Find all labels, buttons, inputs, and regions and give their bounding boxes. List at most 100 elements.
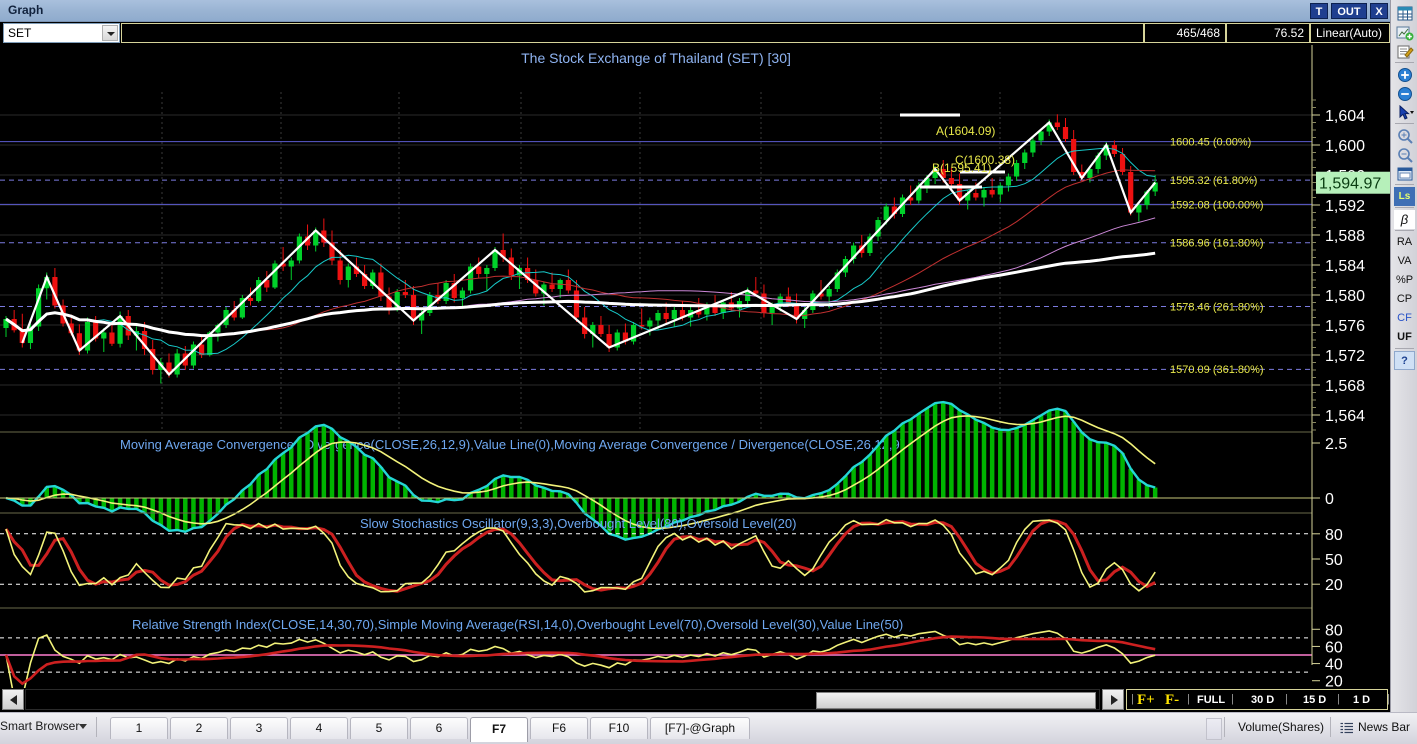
range-1d-button[interactable]: 1 D — [1353, 694, 1371, 706]
edit-note-icon[interactable] — [1394, 42, 1415, 61]
scroll-thumb[interactable] — [816, 692, 1096, 709]
symbol-select[interactable]: SET — [3, 23, 120, 43]
close-icon[interactable]: X — [1370, 3, 1388, 19]
cp-button[interactable]: CP — [1396, 293, 1413, 305]
chevron-down-icon[interactable] — [102, 25, 118, 41]
candle-body — [549, 284, 555, 289]
candle-body — [745, 290, 751, 301]
candle-body — [1046, 122, 1052, 132]
candle-body — [199, 344, 205, 355]
candle-body — [818, 293, 824, 297]
bar-count-cell: 465/468 — [1144, 23, 1226, 43]
point-a-label: A(1604.09) — [936, 124, 995, 138]
candle-body — [101, 332, 107, 339]
uf-button[interactable]: UF — [1397, 331, 1412, 343]
zoom-in-plus-icon[interactable] — [1394, 65, 1415, 84]
price-tick-label: 1,568 — [1325, 378, 1365, 395]
percent-p-button[interactable]: %P — [1395, 274, 1414, 286]
smart-browser-label[interactable]: Smart Browser — [0, 719, 80, 733]
ra-button[interactable]: RA — [1396, 236, 1413, 248]
candle-body — [36, 288, 42, 327]
page-tab-f7[interactable]: F7 — [470, 717, 528, 742]
divider — [96, 717, 97, 737]
candle-body — [622, 332, 628, 342]
candle-body — [1022, 152, 1028, 163]
window-title: Graph — [8, 3, 44, 17]
scroll-track[interactable] — [25, 689, 1100, 710]
page-tab-3[interactable]: 3 — [230, 717, 288, 739]
right-toolbar: Ls β RA VA %P CP CF UF? — [1390, 0, 1417, 744]
divider: | — [1231, 693, 1234, 705]
candle-body — [133, 331, 139, 336]
help-icon[interactable]: ? — [1394, 351, 1415, 370]
cursor-pointer-icon[interactable] — [1394, 103, 1415, 122]
scroll-right-button[interactable] — [1102, 689, 1124, 710]
chart-canvas[interactable]: 1600.45 (0.00%) 1595.32 (61.80%) 1592.08 (… — [0, 45, 1390, 693]
last-price-label: 1,594.97 — [1319, 176, 1381, 193]
price-tick-label: 1,592 — [1325, 198, 1365, 215]
window-icon[interactable] — [1394, 164, 1415, 183]
scroll-left-button[interactable] — [2, 689, 24, 710]
page-tab-graph[interactable]: [F7]-@Graph — [650, 717, 750, 739]
stochastics-title: Slow Stochastics Oscillator(9,3,3),Overb… — [360, 516, 796, 531]
magnifier-plus-icon[interactable] — [1394, 126, 1415, 145]
candle-body — [3, 319, 9, 328]
page-tab-f6[interactable]: F6 — [530, 717, 588, 739]
candle-body — [264, 280, 270, 288]
add-chart-icon[interactable] — [1394, 23, 1415, 42]
candle-body — [802, 310, 808, 319]
page-tab-4[interactable]: 4 — [290, 717, 348, 739]
page-tab-5[interactable]: 5 — [350, 717, 408, 739]
font-decrease-button[interactable]: F- — [1165, 692, 1180, 708]
candle-body — [231, 310, 237, 318]
page-tab-1[interactable]: 1 — [110, 717, 168, 739]
candle-body — [451, 283, 457, 298]
magnifier-minus-icon[interactable] — [1394, 145, 1415, 164]
candle-body — [614, 332, 620, 348]
candle-body — [712, 305, 718, 313]
rsi-tick-label: 80 — [1325, 622, 1343, 639]
scale-mode-cell[interactable]: Linear(Auto) — [1310, 23, 1390, 43]
candle-body — [1152, 182, 1158, 192]
page-tab-6[interactable]: 6 — [410, 717, 468, 739]
divider — [1395, 230, 1414, 231]
candle-body — [370, 272, 376, 286]
divider — [1330, 717, 1331, 737]
cf-button[interactable]: CF — [1397, 312, 1412, 324]
chevron-down-icon[interactable] — [79, 724, 87, 729]
value-cell: 76.52 — [1226, 23, 1310, 43]
candle-body — [541, 284, 547, 294]
restore-slot[interactable] — [1206, 718, 1222, 740]
title-button-t[interactable]: T — [1310, 3, 1328, 19]
candle-body — [663, 313, 669, 319]
stochastics-tick-label: 20 — [1325, 577, 1343, 594]
stochastics-k-line — [5, 518, 1156, 593]
range-full-button[interactable]: FULL — [1197, 694, 1226, 706]
candle-body — [141, 331, 148, 349]
rsi-tick-label: 40 — [1325, 657, 1343, 674]
window-title-bar: Graph T OUT X — [0, 0, 1417, 22]
page-tab-f10[interactable]: F10 — [590, 717, 648, 739]
beta-icon[interactable]: β — [1394, 210, 1415, 229]
news-bar-button[interactable]: News Bar — [1358, 720, 1411, 734]
candle-body — [533, 280, 539, 294]
title-button-out[interactable]: OUT — [1331, 3, 1367, 19]
chart-title: The Stock Exchange of Thailand (SET) [30… — [521, 50, 791, 66]
grid-table-icon[interactable] — [1394, 4, 1415, 23]
page-tab-2[interactable]: 2 — [170, 717, 228, 739]
volume-shares-button[interactable]: Volume(Shares) — [1238, 720, 1325, 734]
rsi-tick-label: 60 — [1325, 639, 1343, 656]
range-30d-button[interactable]: 30 D — [1251, 694, 1275, 706]
ls-icon[interactable]: Ls — [1394, 187, 1415, 206]
font-increase-button[interactable]: F+ — [1137, 692, 1155, 708]
divider: | — [1187, 693, 1190, 705]
candle-body — [1014, 163, 1020, 177]
zoom-out-minus-icon[interactable] — [1394, 84, 1415, 103]
range-15d-button[interactable]: 15 D — [1303, 694, 1327, 706]
candle-body — [965, 193, 971, 201]
candle-body — [704, 305, 710, 315]
candle-body — [1103, 145, 1109, 156]
candle-body — [867, 236, 873, 253]
va-button[interactable]: VA — [1397, 255, 1412, 267]
